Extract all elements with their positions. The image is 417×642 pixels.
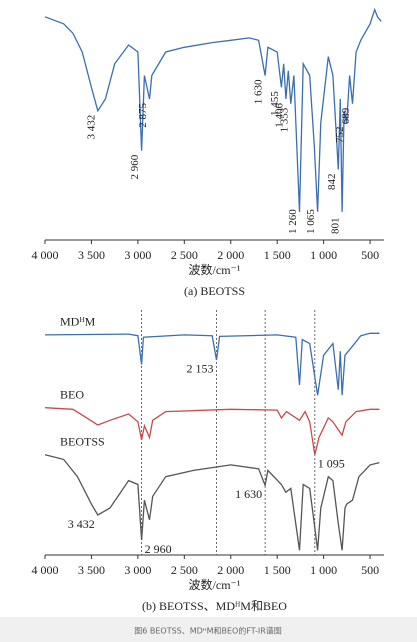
peak-label: 2 960 bbox=[145, 542, 172, 556]
x-axis-label: 波数/cm⁻¹ bbox=[189, 577, 241, 592]
x-tick-label: 2 000 bbox=[217, 248, 244, 262]
peak-label: 689 bbox=[340, 107, 352, 124]
peak-label: 842 bbox=[326, 174, 338, 191]
x-tick-label: 3 000 bbox=[124, 248, 151, 262]
x-tick-label: 4 000 bbox=[32, 563, 59, 577]
spectrum-line bbox=[44, 7, 382, 212]
peak-label: 2 875 bbox=[137, 103, 149, 128]
series-label: MDᴴM bbox=[60, 315, 96, 329]
x-tick-label: 1 000 bbox=[310, 248, 337, 262]
figure-caption: 图6 BEOTSS、MDᴴM和BEO的FT-IR谱图 bbox=[134, 626, 282, 636]
peak-label: 1 630 bbox=[253, 79, 265, 104]
chart-caption: (b) BEOTSS、MDᴴM和BEO bbox=[142, 599, 287, 613]
x-tick-label: 1 500 bbox=[264, 563, 291, 577]
peak-label: 3 432 bbox=[85, 115, 97, 140]
peak-label: 1 406 bbox=[273, 103, 285, 128]
peak-label: 752 bbox=[334, 127, 346, 144]
peak-label: 1 065 bbox=[305, 209, 317, 234]
peak-label: 1 630 bbox=[235, 487, 262, 501]
x-tick-label: 2 500 bbox=[171, 248, 198, 262]
peak-label: 3 432 bbox=[68, 517, 95, 531]
spectrum-line bbox=[44, 454, 380, 551]
peak-label: 2 960 bbox=[129, 154, 141, 179]
x-tick-label: 2 000 bbox=[217, 563, 244, 577]
spectrum-line bbox=[44, 332, 380, 396]
peak-label: 1 095 bbox=[318, 456, 345, 470]
x-tick-label: 500 bbox=[361, 563, 379, 577]
chart-caption: (a) BEOTSS bbox=[184, 284, 245, 298]
x-tick-label: 3 000 bbox=[124, 563, 151, 577]
x-tick-label: 2 500 bbox=[171, 563, 198, 577]
peak-label: 1 353 bbox=[278, 107, 290, 132]
x-tick-label: 3 500 bbox=[78, 248, 105, 262]
x-tick-label: 4 000 bbox=[32, 248, 59, 262]
x-tick-label: 500 bbox=[361, 248, 379, 262]
peak-label: 1 455 bbox=[269, 91, 281, 116]
x-tick-label: 1 500 bbox=[264, 248, 291, 262]
caption-strip bbox=[0, 617, 417, 642]
x-tick-label: 3 500 bbox=[78, 563, 105, 577]
spectrum-line bbox=[44, 407, 380, 455]
series-label: BEO bbox=[60, 387, 84, 401]
peak-label: 1 260 bbox=[287, 209, 299, 234]
x-axis-label: 波数/cm⁻¹ bbox=[189, 262, 241, 277]
peak-label: 2 153 bbox=[187, 362, 214, 376]
peak-label: 801 bbox=[330, 218, 342, 235]
x-tick-label: 1 000 bbox=[310, 563, 337, 577]
series-label: BEOTSS bbox=[60, 434, 105, 448]
